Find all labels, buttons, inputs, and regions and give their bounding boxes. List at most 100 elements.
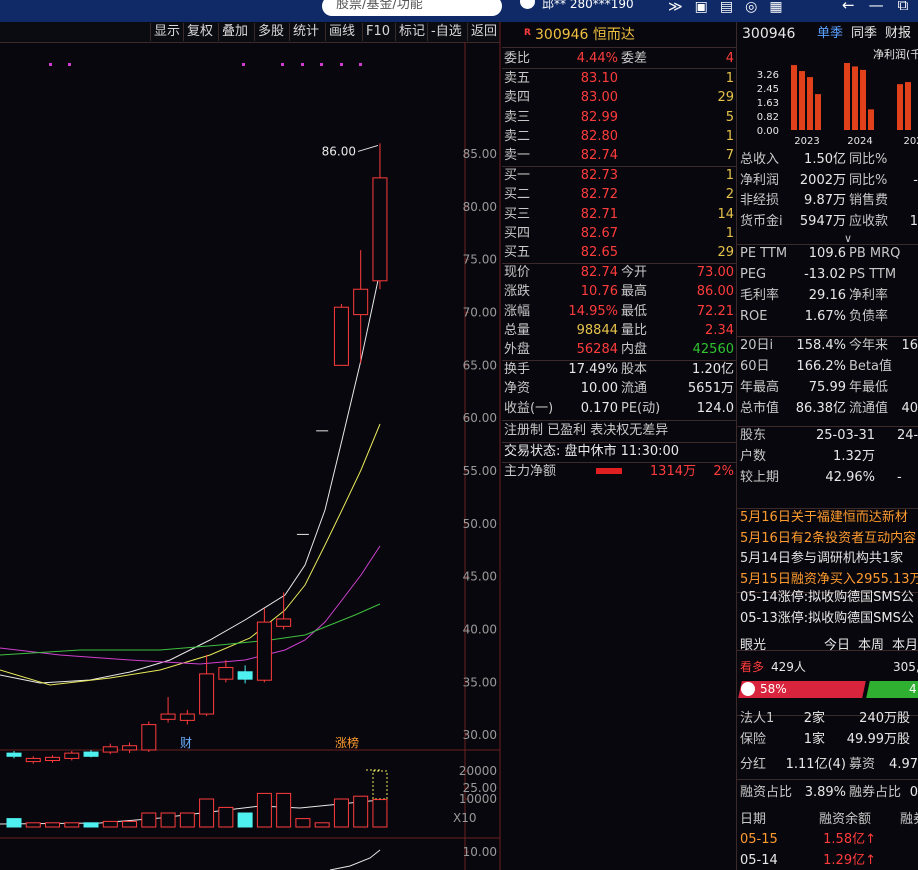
field-label: 毛利率: [740, 288, 780, 303]
toolbar-button[interactable]: 标记: [395, 23, 425, 41]
toolbar-button[interactable]: 画线: [325, 23, 355, 41]
chart-title: 净利润(千: [873, 48, 918, 61]
x-tick-label: 202: [903, 136, 918, 147]
tab[interactable]: 单季: [817, 26, 844, 41]
limit-news[interactable]: 05-13涨停:拟收购德国SMS公: [740, 610, 914, 626]
field-value: 3.89%: [804, 785, 846, 800]
field-label: 委差: [621, 51, 648, 66]
y-tick-label: 2.45: [757, 84, 779, 95]
toolbar-button[interactable]: 叠加: [218, 23, 248, 41]
field-label: PS TTM: [849, 267, 897, 282]
field-value: 124.0: [696, 400, 734, 416]
divider: [737, 508, 918, 509]
field-value: -13.02: [804, 267, 846, 282]
vision-tab[interactable]: 今日: [824, 638, 851, 653]
volume-bar: [122, 820, 138, 828]
ask-label: 卖四: [504, 90, 531, 106]
field-label: PEG: [740, 267, 767, 282]
field-label: 今年来: [849, 338, 889, 353]
field-value: 72.21: [696, 303, 734, 319]
bid-price: 82.67: [580, 225, 618, 241]
field-label: 应收款: [849, 213, 889, 229]
volume-bar: [6, 818, 22, 828]
field-value: 1: [909, 213, 918, 229]
nav-icons[interactable]: ←—⧉: [842, 0, 918, 14]
field-label: 涨幅: [504, 303, 531, 319]
candle-body: [179, 713, 195, 721]
tab[interactable]: 财报: [885, 26, 912, 41]
toolbar-button[interactable]: 返回: [467, 23, 497, 41]
search-box[interactable]: 股票/基金/功能: [322, 0, 502, 16]
field-label: 现价: [504, 265, 531, 280]
toolbar-button[interactable]: 统计: [289, 23, 319, 41]
toolbar: 显示 复权 叠加 多股 统计 画线 F10 标记 -自选 返回: [0, 22, 500, 43]
field-label: PE TTM: [740, 246, 788, 261]
news-item[interactable]: 5月15日融资净买入2955.13万: [740, 571, 918, 587]
event-marker: 财: [180, 736, 192, 750]
field-value: 158.4%: [796, 338, 846, 353]
field-label: 保险: [740, 732, 767, 747]
news-item[interactable]: 5月16日关于福建恒而达新材: [740, 510, 908, 525]
field-label: 总市值: [740, 401, 780, 416]
volume-bar: [83, 822, 99, 828]
y-tick-label: 50.00: [463, 517, 497, 531]
ma5-line: [0, 270, 381, 684]
y-tick-label: 1.63: [757, 98, 779, 109]
ask-price: 83.10: [580, 71, 618, 86]
field-label: 内盘: [621, 342, 648, 358]
vision-tab[interactable]: 本月: [892, 638, 918, 653]
field-value: 24-: [897, 428, 918, 443]
field-label: 法人1: [740, 711, 775, 726]
vision-title: 眼光: [740, 638, 767, 653]
ask-label: 卖五: [504, 71, 531, 86]
bid-price: 82.65: [580, 245, 618, 261]
field-label: 量比: [621, 322, 648, 338]
toolbar-button[interactable]: 多股: [254, 23, 284, 41]
divider: [737, 426, 918, 427]
field-label: 总收入: [740, 152, 780, 167]
ask-volume: 7: [725, 148, 734, 164]
toolbar-button[interactable]: F10: [362, 23, 390, 41]
field-value: 1家: [803, 732, 825, 747]
news-item[interactable]: 5月14日参与调研机构共1家: [740, 551, 904, 566]
candle-body: [102, 746, 118, 753]
field-value: 14.95%: [568, 303, 618, 319]
table-header: 融券: [900, 812, 918, 827]
tab[interactable]: 同季: [851, 26, 878, 41]
flow-label: 主力净额: [504, 464, 557, 479]
volume-bar: [179, 812, 195, 828]
y-tick-label: 55.00: [463, 464, 497, 478]
field-label: 分红: [740, 757, 767, 772]
field-label: 最高: [621, 284, 648, 300]
f10-panel: 300946 单季 同季 财报 净利润(千 3.26 2.45 1.63 0.82 0.00 202…: [737, 22, 918, 870]
news-item[interactable]: 5月16日有2条投资者互动内容: [740, 530, 917, 546]
toolbar-button[interactable]: -自选: [427, 23, 462, 41]
divider: [502, 420, 736, 421]
top-icons[interactable]: ≫▣▤◎▦: [668, 0, 795, 15]
volume-bar: [256, 792, 272, 828]
field-value: 2002万: [799, 172, 846, 188]
field-label: 年最低: [849, 380, 889, 395]
sub-indicator-line: [329, 849, 381, 870]
vision-tab[interactable]: 本周: [858, 638, 885, 653]
tags: 注册制 已盈利 表决权无差异: [504, 423, 669, 438]
volume-forecast: [372, 770, 388, 800]
bar: [860, 69, 866, 130]
limit-news[interactable]: 05-14涨停:拟收购德国SMS公: [740, 590, 914, 605]
bar: [815, 94, 821, 130]
field-label: 同比%: [849, 172, 888, 188]
field-value: 29.16: [808, 288, 846, 303]
expand-toggle[interactable]: ∨: [844, 232, 853, 245]
toolbar-button[interactable]: 复权: [183, 23, 213, 41]
ask-price: 83.00: [580, 90, 618, 106]
y-tick-label: 0.82: [757, 112, 779, 123]
field-label: ROE: [740, 309, 768, 324]
field-label: 净利润: [740, 172, 780, 188]
volume-bar: [276, 792, 292, 828]
field-value: 1.32万: [833, 449, 875, 464]
field-value: 1.67%: [804, 309, 846, 324]
volume-bar: [25, 822, 41, 828]
user-name: 邱** 280***190: [542, 0, 634, 11]
field-value: 86.38亿: [795, 401, 846, 416]
toolbar-button[interactable]: 显示: [150, 23, 180, 41]
